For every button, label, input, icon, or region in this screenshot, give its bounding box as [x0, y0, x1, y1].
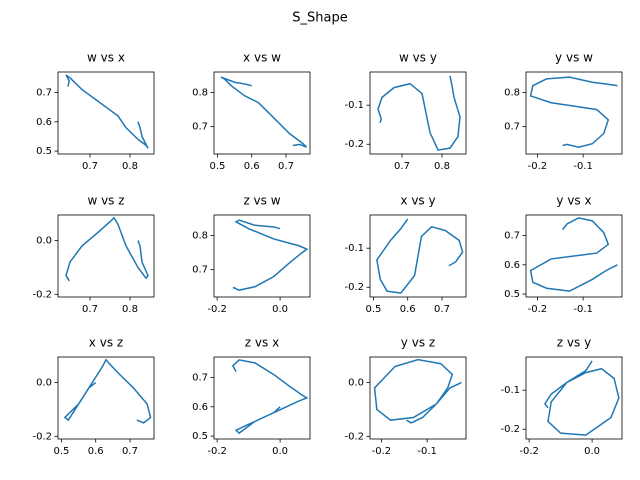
- subplot-title: y vs z: [401, 336, 435, 350]
- x-tick-label: 0.8: [434, 161, 450, 172]
- x-tick-label: 0.8: [122, 161, 138, 172]
- y-tick-label: -0.2: [500, 424, 520, 435]
- y-tick-label: 0.0: [36, 378, 52, 389]
- y-tick-label: -0.2: [344, 431, 364, 442]
- y-tick-label: 0.0: [348, 378, 364, 389]
- axes-frame: [213, 71, 311, 155]
- x-tick-label: -0.2: [372, 446, 392, 457]
- subplot-title: x vs w: [243, 51, 281, 65]
- data-line: [65, 216, 149, 282]
- x-tick-label: -0.2: [528, 161, 548, 172]
- data-line: [529, 217, 618, 292]
- subplot-title: w vs z: [87, 194, 124, 208]
- data-line: [65, 74, 149, 149]
- y-tick-label: -0.2: [32, 289, 52, 300]
- x-tick-label: 0.5: [365, 304, 381, 315]
- x-tick-label: -0.1: [417, 446, 437, 457]
- x-tick-label: 0.7: [434, 304, 450, 315]
- x-tick-label: 0.5: [53, 446, 69, 457]
- x-tick-label: 0.7: [278, 161, 294, 172]
- y-tick-label: 0.7: [192, 265, 208, 276]
- y-tick-label: 0.5: [192, 431, 208, 442]
- y-tick-label: 0.7: [192, 373, 208, 384]
- axes-frame: [213, 356, 311, 440]
- x-tick-label: -0.1: [573, 161, 593, 172]
- axes-frame: [525, 214, 623, 298]
- x-tick-label: 0.6: [400, 304, 416, 315]
- data-line: [377, 75, 461, 151]
- x-tick-label: 0.0: [272, 304, 288, 315]
- figure-title: S_Shape: [292, 11, 347, 26]
- data-line: [373, 358, 462, 424]
- subplot-title: z vs w: [243, 194, 280, 208]
- data-line: [529, 76, 618, 148]
- y-tick-label: 0.7: [504, 231, 520, 242]
- x-tick-label: 0.0: [272, 446, 288, 457]
- y-tick-label: 0.8: [504, 88, 520, 99]
- axes-frame: [525, 356, 623, 440]
- x-tick-label: 0.7: [122, 446, 138, 457]
- y-tick-label: 0.6: [192, 402, 208, 413]
- y-tick-label: 0.7: [36, 88, 52, 99]
- y-tick-label: 0.8: [192, 231, 208, 242]
- subplot-title: x vs y: [400, 194, 435, 208]
- subplot-title: y vs w: [555, 51, 593, 65]
- data-line: [232, 219, 309, 291]
- x-tick-label: -0.2: [528, 304, 548, 315]
- axes-frame: [57, 71, 155, 155]
- axes-frame: [57, 214, 155, 298]
- y-tick-label: 0.6: [504, 260, 520, 271]
- axes-frame: [525, 71, 623, 155]
- y-tick-label: -0.2: [344, 282, 364, 293]
- subplot-title: x vs z: [89, 336, 123, 350]
- subplot-title: z vs y: [557, 336, 591, 350]
- axes-frame: [369, 214, 467, 298]
- y-tick-label: 0.8: [192, 88, 208, 99]
- x-tick-label: 0.0: [584, 446, 600, 457]
- y-tick-label: 0.5: [36, 146, 52, 157]
- x-tick-label: -0.2: [207, 446, 227, 457]
- subplot-title: w vs y: [399, 51, 437, 65]
- x-tick-label: 0.5: [209, 161, 225, 172]
- y-tick-label: -0.1: [344, 100, 364, 111]
- subplot-title: y vs x: [556, 194, 591, 208]
- y-tick-label: -0.1: [500, 385, 520, 396]
- axes-frame: [369, 71, 467, 155]
- y-tick-label: 0.7: [192, 122, 208, 133]
- axes-frame: [369, 356, 467, 440]
- data-line: [63, 358, 152, 424]
- x-tick-label: -0.2: [207, 304, 227, 315]
- subplot-title: z vs x: [245, 336, 279, 350]
- x-tick-label: 0.6: [88, 446, 104, 457]
- data-line: [543, 360, 620, 436]
- data-line: [376, 218, 464, 294]
- data-line: [231, 359, 309, 435]
- axes-frame: [213, 214, 311, 298]
- axes-frame: [57, 356, 155, 440]
- x-tick-label: 0.7: [394, 161, 410, 172]
- x-tick-label: 0.6: [244, 161, 260, 172]
- y-tick-label: 0.5: [504, 289, 520, 300]
- x-tick-label: 0.8: [122, 304, 138, 315]
- x-tick-label: -0.1: [573, 304, 593, 315]
- subplot-title: w vs x: [87, 51, 125, 65]
- y-tick-label: 0.6: [36, 117, 52, 128]
- x-tick-label: 0.7: [82, 304, 98, 315]
- y-tick-label: -0.1: [344, 243, 364, 254]
- x-tick-label: 0.7: [82, 161, 98, 172]
- y-tick-label: -0.2: [32, 431, 52, 442]
- data-line: [220, 76, 308, 148]
- y-tick-label: -0.2: [344, 139, 364, 150]
- y-tick-label: 0.7: [504, 122, 520, 133]
- y-tick-label: 0.0: [36, 236, 52, 247]
- x-tick-label: -0.2: [519, 446, 539, 457]
